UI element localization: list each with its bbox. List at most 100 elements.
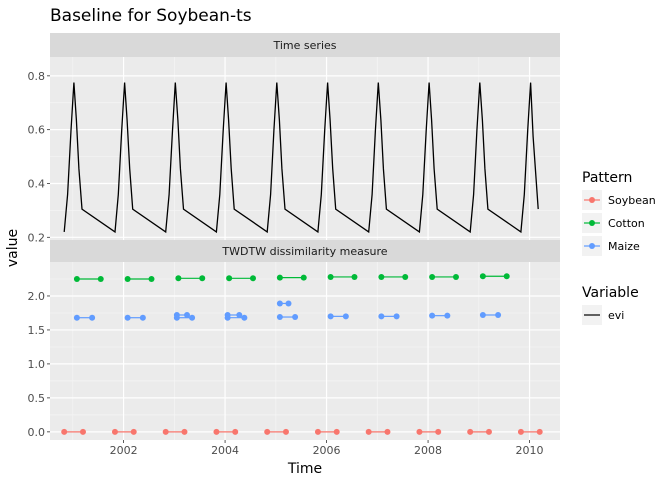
point-cotton [175,275,182,282]
panel-time-series: Time series 0.2 0.4 0.6 0.8 [28,33,560,244]
point-cotton [402,273,409,280]
point-cotton [479,273,486,280]
point-cotton [226,275,233,282]
point-cotton [327,273,334,280]
series-line-evi [63,82,539,234]
point-maize [342,313,349,320]
point-maize [224,311,231,318]
point-maize [479,311,486,318]
y-tick-label: 0.4 [28,177,46,190]
y-tick-label: 0.8 [28,70,46,83]
panel-strip [50,240,560,262]
point-soybean [365,428,372,435]
point-cotton [503,273,510,280]
panel-background [50,57,560,240]
point-maize [276,300,283,307]
x-tick-label: 2010 [516,444,544,457]
x-axis-title: Time [287,461,322,477]
legend-variable: Variable evi [582,285,639,325]
panel-strip-label: Time series [273,39,337,52]
series-soybean [61,428,543,435]
legend-label-evi: evi [608,309,624,322]
chart-title: Baseline for Soybean-ts [50,6,252,26]
point-soybean [333,428,340,435]
series-maize [73,300,502,321]
point-maize [276,314,283,321]
point-soybean [384,428,391,435]
point-cotton [300,274,307,281]
point-cotton [148,275,155,282]
y-tick-label: 0.5 [28,392,46,405]
legend-key-point [589,243,595,249]
panel-strip [50,33,560,57]
point-soybean [282,428,289,435]
point-cotton [73,275,80,282]
point-maize [236,311,243,318]
point-soybean [416,428,423,435]
panel-background [50,262,560,440]
legend-label-soybean: Soybean [608,194,656,207]
legend-title: Pattern [582,170,632,186]
point-soybean [264,428,271,435]
point-maize [393,313,400,320]
point-cotton [429,273,436,280]
legend-title: Variable [582,285,639,301]
point-maize [429,312,436,319]
point-maize [184,311,191,318]
y-axis-title: value [5,229,21,267]
point-maize [378,313,385,320]
point-soybean [435,428,442,435]
point-maize [285,300,292,307]
point-soybean [467,428,474,435]
point-cotton [124,275,131,282]
point-maize [173,311,180,318]
y-tick-label: 2.0 [28,290,46,303]
legends: Pattern Soybean Cotton Maize Variable evi [582,170,656,325]
point-maize [124,314,131,321]
point-soybean [213,428,220,435]
x-tick-label: 2006 [313,444,341,457]
point-maize [139,314,146,321]
chart-panels: Time series 0.2 0.4 0.6 0.8 TWDTW dissimilari… [28,33,560,457]
y-tick-label: 0.0 [28,426,46,439]
point-soybean [536,428,543,435]
legend-label-maize: Maize [608,240,640,253]
point-cotton [378,273,385,280]
point-maize [241,314,248,321]
point-cotton [351,273,358,280]
y-tick-label: 0.2 [28,231,46,244]
legend-key-point [589,220,595,226]
legend-label-cotton: Cotton [608,217,645,230]
x-tick-label: 2008 [414,444,442,457]
y-tick-label: 0.6 [28,124,46,137]
point-soybean [111,428,118,435]
point-soybean [232,428,239,435]
point-maize [73,314,80,321]
x-tick-label: 2002 [110,444,138,457]
series-cotton [73,273,510,282]
point-cotton [249,275,256,282]
legend-pattern: Pattern Soybean Cotton Maize [582,170,656,256]
y-tick-label: 1.5 [28,324,46,337]
legend-key-point [589,197,595,203]
point-soybean [485,428,492,435]
x-tick-label: 2004 [211,444,239,457]
point-soybean [314,428,321,435]
point-cotton [199,275,206,282]
point-cotton [452,273,459,280]
point-maize [89,314,96,321]
point-soybean [130,428,137,435]
point-soybean [181,428,188,435]
panel-twdtw-dissimilarity-measure: TWDTW dissimilarity measure 0.0 0.5 1.0 1.5 2… [28,240,560,457]
point-maize [292,314,299,321]
point-maize [444,312,451,319]
point-soybean [61,428,68,435]
y-tick-label: 1.0 [28,358,46,371]
point-maize [495,311,502,318]
point-soybean [79,428,86,435]
point-cotton [97,275,104,282]
point-soybean [517,428,524,435]
point-soybean [162,428,169,435]
point-maize [189,314,196,321]
